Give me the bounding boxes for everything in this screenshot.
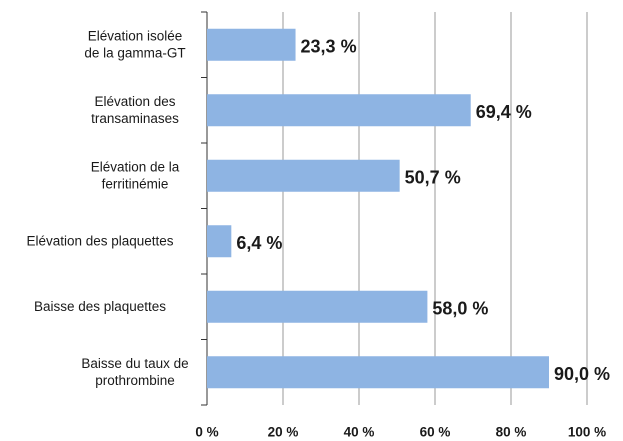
y-tick-label-line: Elévation des plaquettes: [26, 233, 173, 248]
y-tick-label-line: Elévation isolée: [88, 28, 183, 43]
x-tick-label: 40 %: [344, 425, 375, 440]
x-tick-label: 80 %: [496, 425, 527, 440]
y-tick-label: Baisse des plaquettes: [34, 298, 166, 313]
y-tick-label-line: prothrombine: [95, 372, 175, 387]
x-tick-label: 20 %: [268, 425, 299, 440]
value-label: 6,4 %: [236, 233, 282, 253]
y-tick-label-line: Baisse des plaquettes: [34, 298, 166, 313]
bar: [207, 94, 471, 127]
y-tick-label-line: Elévation de la: [91, 159, 180, 174]
y-tick-label: Elévation isolée de la gamma-GT: [84, 28, 185, 60]
y-tick-label-line: de la gamma-GT: [84, 45, 185, 60]
value-label: 50,7 %: [405, 168, 461, 188]
x-tick-label: 100 %: [568, 425, 606, 440]
value-label: 90,0 %: [554, 364, 610, 384]
x-tick-label: 0 %: [195, 425, 218, 440]
bar: [207, 28, 296, 61]
y-tick-label: Elévation des transaminases: [91, 93, 179, 125]
y-tick-label: Elévation de la ferritinémie: [91, 159, 180, 191]
value-label: 58,0 %: [432, 299, 488, 319]
y-tick-label-line: transaminases: [91, 110, 179, 125]
y-tick-label: Baisse du taux de prothrombine: [81, 355, 188, 387]
y-tick-label-line: ferritinémie: [102, 176, 169, 191]
y-tick-label-line: Baisse du taux de: [81, 355, 188, 370]
value-label: 23,3 %: [301, 37, 357, 57]
x-tick-label: 60 %: [420, 425, 451, 440]
y-tick-label-line: Elévation des: [94, 93, 175, 108]
value-label: 69,4 %: [476, 102, 532, 122]
bar: [207, 356, 549, 389]
bar: [207, 159, 400, 192]
y-tick-label: Elévation des plaquettes: [26, 233, 173, 248]
bar: [207, 225, 232, 258]
bar: [207, 290, 428, 323]
